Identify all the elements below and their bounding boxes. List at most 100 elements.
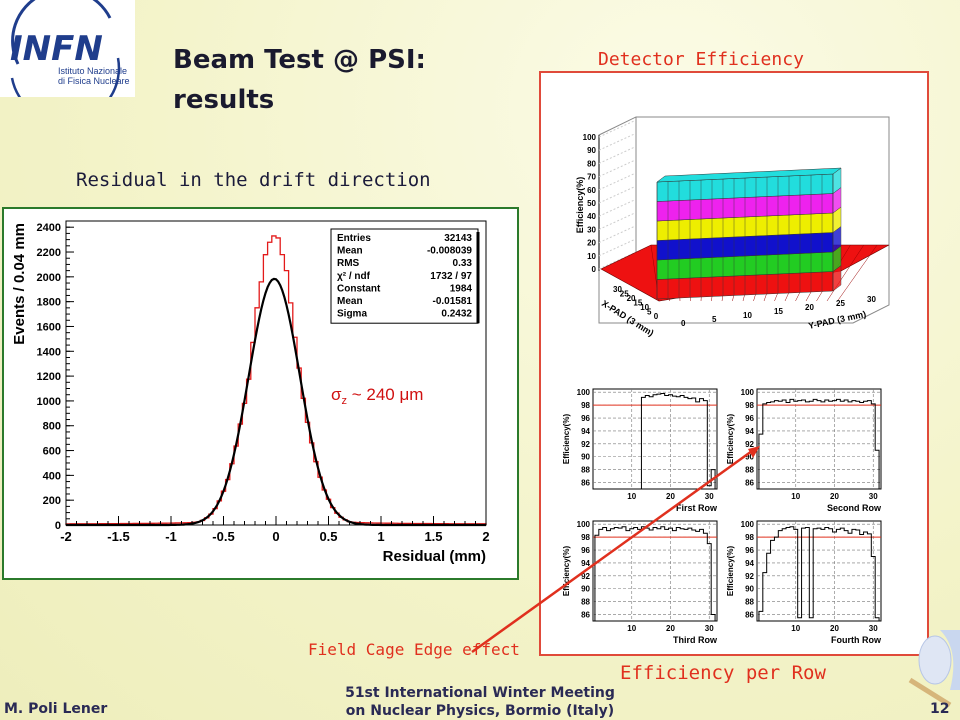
stats-value: 0.2432 [441,309,472,320]
lego-y-axis-label: Y-PAD (3 mm) [807,309,867,331]
gaussian-fit-line [66,277,486,527]
lego-y-tick-label: 25 [836,299,845,308]
row-y-axis-label: Efficiency(%) [726,414,735,465]
logo-subtitle-2: di Fisica Nucleare [58,76,130,86]
infn-logo-graphic: INFN Istituto Nazionale di Fisica Nuclea… [10,0,130,124]
lego-x-tick-label: 25 [620,290,629,299]
lego-z-grid [598,226,635,244]
lego-z-tick-label: 50 [587,199,596,208]
x-axis-label: Residual (mm) [383,548,486,565]
y-tick-label: 0 [55,520,61,532]
row-y-tick-label: 100 [577,388,591,397]
y-tick-label: 400 [43,470,61,482]
row-x-tick-label: 10 [791,492,800,501]
row-y-tick-label: 86 [745,479,754,488]
stats-label: χ² / ndf [337,271,371,282]
row-y-axis-label: Efficiency(%) [562,546,571,597]
row-y-tick-label: 86 [581,479,590,488]
row-y-tick-label: 96 [745,546,754,555]
infn-logo: INFN Istituto Nazionale di Fisica Nuclea… [0,0,135,124]
row-y-axis-label: Efficiency(%) [562,414,571,465]
logo-arc-upper [11,0,112,65]
sigma-symbol: σ [331,385,342,404]
corner-decoration [908,630,960,708]
slide-title-line-2: results [173,85,275,115]
row-x-tick-label: 30 [869,624,878,633]
row-y-tick-label: 94 [581,427,590,436]
row-efficiency-line [758,526,880,621]
lego-y-tick-label: 30 [867,295,876,304]
row-x-tick-label: 20 [830,492,839,501]
sigma-value: ~ 240 μm [347,385,424,404]
logo-subtitle-1: Istituto Nazionale [58,66,127,76]
x-tick-label: 1.5 [424,529,442,544]
lego-z-tick-label: 20 [587,239,596,248]
lego-z-tick-label: 40 [587,212,596,221]
footer-conference-line-2: on Nuclear Physics, Bormio (Italy) [345,703,615,719]
lego-z-grid [598,199,635,217]
row-x-tick-label: 30 [705,492,714,501]
lego-z-tick-label: 60 [587,186,596,195]
lego-z-grid [598,212,635,230]
lego-z-tick-label: 10 [587,252,596,261]
stats-box [330,228,479,324]
lego-x-tick-label: 10 [640,303,649,312]
row-plot-frame [592,520,718,622]
detector-efficiency-caption: Detector Efficiency [598,49,804,70]
lego-z-tick-label: 100 [583,133,597,142]
footer-author: M. Poli Lener [4,701,108,717]
y-tick-label: 600 [43,446,61,458]
x-tick-label: 0.5 [319,529,337,544]
deco-shape-2 [918,635,952,685]
histogram-outline [65,235,487,525]
x-tick-label: 2 [482,529,489,544]
page-number: 12 [930,701,950,717]
y-axis-label: Events / 0.04 mm [11,223,28,345]
lego-z-grid [598,146,635,164]
row-plot-title: Second Row [827,503,882,513]
lego-z-grid [598,133,635,151]
y-tick-label: 1800 [37,297,61,309]
lego-top-face [656,167,842,183]
row-x-tick-label: 10 [627,492,636,501]
x-tick-label: -2 [60,529,72,544]
row-plot-frame [756,520,882,622]
row-y-tick-label: 100 [577,520,591,529]
stats-value: 1732 / 97 [430,271,472,282]
y-tick-label: 1600 [37,321,61,333]
lego-y-tick-label: 15 [774,307,783,316]
lego-z-grid [598,160,635,178]
stats-label: Mean [337,296,363,307]
x-tick-label: 1 [377,529,384,544]
efficiency-plots-panel: 0 10 20 30 40 50 60 70 80 90 100 Efficiency(%) 30 25 2… [539,71,929,656]
stats-value: -0.01581 [433,296,473,307]
row-y-tick-label: 94 [581,559,590,568]
row-efficiency-line [640,393,716,489]
lego-z-tick-label: 70 [587,173,596,182]
row-y-tick-label: 88 [581,598,590,607]
row-y-tick-label: 90 [581,453,590,462]
row-y-tick-label: 88 [745,598,754,607]
logo-text: INFN [10,29,103,69]
stats-label: Mean [337,246,363,257]
row-y-tick-label: 96 [581,414,590,423]
row-y-tick-label: 98 [745,401,754,410]
deco-shape-3 [908,677,952,708]
row-y-tick-label: 98 [745,533,754,542]
lego-y-tick-label: 5 [712,315,717,324]
lego-z-tick-label: 80 [587,159,596,168]
deco-shape-1 [940,630,960,690]
row-x-tick-label: 10 [627,624,636,633]
detector-efficiency-lego-chart: 0102030405060708090100Efficiency(%)30252… [575,116,890,338]
residual-histogram-chart: 0 200 400 600 800 1000 1200 1400 1600 1800 2000 220… [11,220,490,565]
efficiency-per-row-charts: 86 88 90 92 94 96 98 100 10 20 30 First Row Efficien… [562,388,882,645]
lego-z-grid [598,239,635,257]
sigma-annotation: σz ~ 240 μm [331,385,424,407]
stats-label: RMS [337,258,360,269]
row-y-tick-label: 90 [745,585,754,594]
field-cage-caption: Field Cage Edge effect [308,640,520,659]
row-x-tick-label: 20 [666,492,675,501]
x-tick-label: 0 [272,529,279,544]
lego-floor-line [837,244,878,302]
row-y-axis-label: Efficiency(%) [726,546,735,597]
